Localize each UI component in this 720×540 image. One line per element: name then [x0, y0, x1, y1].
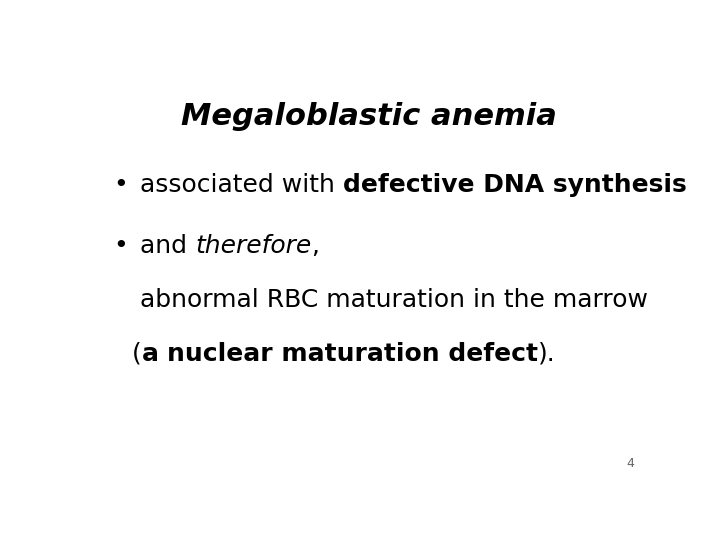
- Text: and: and: [140, 234, 195, 258]
- Text: nuclear maturation defect: nuclear maturation defect: [167, 342, 539, 366]
- Text: ).: ).: [539, 342, 556, 366]
- Text: •: •: [113, 173, 128, 198]
- Text: Megaloblastic anemia: Megaloblastic anemia: [181, 102, 557, 131]
- Text: therefore: therefore: [195, 234, 312, 258]
- Text: associated with: associated with: [140, 173, 343, 198]
- Text: defective DNA synthesis: defective DNA synthesis: [343, 173, 687, 198]
- Text: ,: ,: [312, 234, 320, 258]
- Text: 4: 4: [626, 457, 634, 470]
- Text: abnormal RBC maturation in the marrow: abnormal RBC maturation in the marrow: [140, 288, 648, 312]
- Text: a: a: [142, 342, 167, 366]
- Text: •: •: [113, 234, 128, 258]
- Text: (: (: [132, 342, 142, 366]
